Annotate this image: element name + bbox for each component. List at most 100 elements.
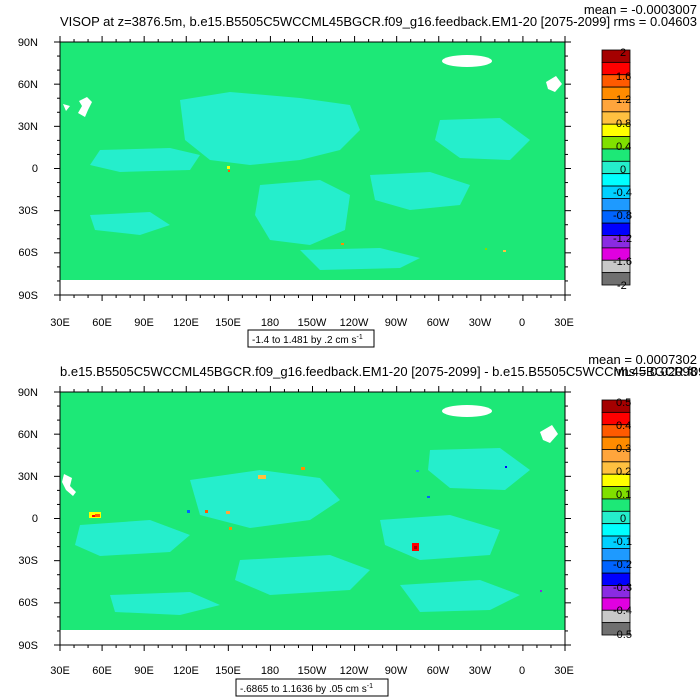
lon-label: 90E xyxy=(134,665,154,677)
anomaly-patch xyxy=(90,148,200,172)
panel-bottom-title: b.e15.B5505C5WCCML45BGCR.f09_g16.feedbac… xyxy=(60,364,700,379)
hotspot xyxy=(540,590,542,592)
lon-label: 30E xyxy=(554,317,574,329)
anomaly-patch xyxy=(300,248,420,270)
lat-label: 60S xyxy=(18,247,38,259)
panel-top-rms: rms = 0.04603 xyxy=(614,14,697,29)
lon-label: 150W xyxy=(298,665,327,677)
colorbar-label: -2 xyxy=(617,280,627,292)
axis-ticks-bottom xyxy=(54,386,571,651)
lon-label: 120W xyxy=(340,317,369,329)
lon-label: 0 xyxy=(519,317,525,329)
lat-label: 30N xyxy=(18,471,38,483)
map-bottom xyxy=(60,392,565,645)
lon-label: 90W xyxy=(385,665,408,677)
colorbar-labels-top: 2 1.6 1.2 0.8 0.4 0 -0.4 -0.8 -1.2 -1.6 … xyxy=(613,47,632,292)
colorbar-label: 1.2 xyxy=(616,94,631,106)
land-fragment xyxy=(540,425,558,443)
colorbar-label: 0.8 xyxy=(616,118,631,130)
hotspot xyxy=(505,466,507,468)
antarctica xyxy=(60,280,565,295)
hotspot xyxy=(226,511,230,514)
lon-label: 120W xyxy=(340,665,369,677)
hotspot xyxy=(92,515,95,517)
hotspot xyxy=(503,250,506,252)
anomaly-patch xyxy=(90,212,170,235)
greenland xyxy=(442,55,492,67)
lat-labels-top: 90N 60N 30N 0 30S 60S 90S xyxy=(18,37,38,302)
colorbar-label: 0 xyxy=(620,164,626,176)
lat-label: 0 xyxy=(32,513,38,525)
panel-top: mean = -0.0003007 VISOP at z=3876.5m, b.… xyxy=(18,2,697,348)
hotspot xyxy=(485,248,487,250)
lon-label: 30E xyxy=(50,317,70,329)
colorbar-label: -0.5 xyxy=(613,629,632,641)
colorbar-label: 0 xyxy=(620,513,626,525)
lon-label: 120E xyxy=(173,665,199,677)
hotspot xyxy=(205,510,208,513)
hotspots-bottom xyxy=(89,466,542,592)
land-fragment xyxy=(62,474,76,496)
lon-labels-top: 30E 60E 90E 120E 150E 180 150W 120W 90W … xyxy=(50,317,574,329)
hotspots-top xyxy=(227,166,506,252)
lon-label: 150E xyxy=(215,665,241,677)
panel-bottom: mean = 0.0007302 b.e15.B5505C5WCCML45BGC… xyxy=(18,352,700,697)
lon-labels-bottom: 30E 60E 90E 120E 150E 180 150W 120W 90W … xyxy=(50,665,574,677)
land-fragment xyxy=(546,76,562,92)
lon-label: 60W xyxy=(427,317,450,329)
lon-label: 60E xyxy=(92,665,112,677)
panel-bottom-mean: mean = 0.0007302 xyxy=(588,352,697,367)
hotspot xyxy=(95,514,100,517)
lon-label: 60E xyxy=(92,317,112,329)
lon-label: 180 xyxy=(261,317,279,329)
map-top xyxy=(60,42,565,295)
lon-label: 150E xyxy=(215,317,241,329)
anomaly-patch xyxy=(75,520,190,556)
colorbar-label: 0.3 xyxy=(616,443,631,455)
lon-label: 180 xyxy=(261,665,279,677)
axis-ticks-top xyxy=(54,36,571,301)
anomaly-patches-bottom xyxy=(75,448,530,615)
land-mask-bottom xyxy=(60,405,565,645)
anomaly-patch xyxy=(435,118,530,160)
anomaly-patch xyxy=(370,172,470,210)
colorbar-label: -0.3 xyxy=(613,582,632,594)
colorbar-label: 1.6 xyxy=(616,71,631,83)
colorbar-label: -0.1 xyxy=(613,536,632,548)
hotspot xyxy=(187,510,190,513)
colorbar-label: 0.4 xyxy=(616,141,631,153)
colorbar-bottom xyxy=(601,399,631,636)
colorbar-label: -0.4 xyxy=(613,605,632,617)
colorbar-labels-bottom: 0.5 0.4 0.3 0.2 0.1 0 -0.1 -0.2 -0.3 -0.… xyxy=(613,397,632,641)
lat-label: 30S xyxy=(18,205,38,217)
colorbar-label: -0.4 xyxy=(613,187,632,199)
lat-label: 90S xyxy=(18,640,38,652)
lat-label: 60N xyxy=(18,429,38,441)
lat-label: 30S xyxy=(18,555,38,567)
colorbar-label: -0.2 xyxy=(613,559,632,571)
anomaly-patch xyxy=(380,515,500,560)
lon-label: 30W xyxy=(469,665,492,677)
contour-info-text: -.6865 to 1.1636 by .05 cm s-1 xyxy=(240,683,373,695)
lat-label: 90S xyxy=(18,290,38,302)
land-mask-top xyxy=(60,55,565,295)
colorbar-label: -1.6 xyxy=(613,256,632,268)
anomaly-patches-top xyxy=(90,92,530,270)
lat-label: 30N xyxy=(18,121,38,133)
lon-label: 90E xyxy=(134,317,154,329)
hotspot xyxy=(341,243,344,245)
lon-label: 60W xyxy=(427,665,450,677)
hotspot xyxy=(228,170,230,172)
hotspot xyxy=(227,166,230,169)
colorbar-label: -0.8 xyxy=(613,210,632,222)
contour-info-box xyxy=(235,678,389,697)
colorbar-label: 0.2 xyxy=(616,466,631,478)
contour-info-top: -1.4 to 1.481 by .2 cm s-1 xyxy=(247,329,375,348)
anomaly-patch xyxy=(110,592,220,615)
colorbar-label: 2 xyxy=(620,47,626,59)
anomaly-patch xyxy=(180,92,360,165)
lon-label: 120E xyxy=(173,317,199,329)
land-fragment xyxy=(63,104,70,111)
hotspot xyxy=(258,475,266,479)
